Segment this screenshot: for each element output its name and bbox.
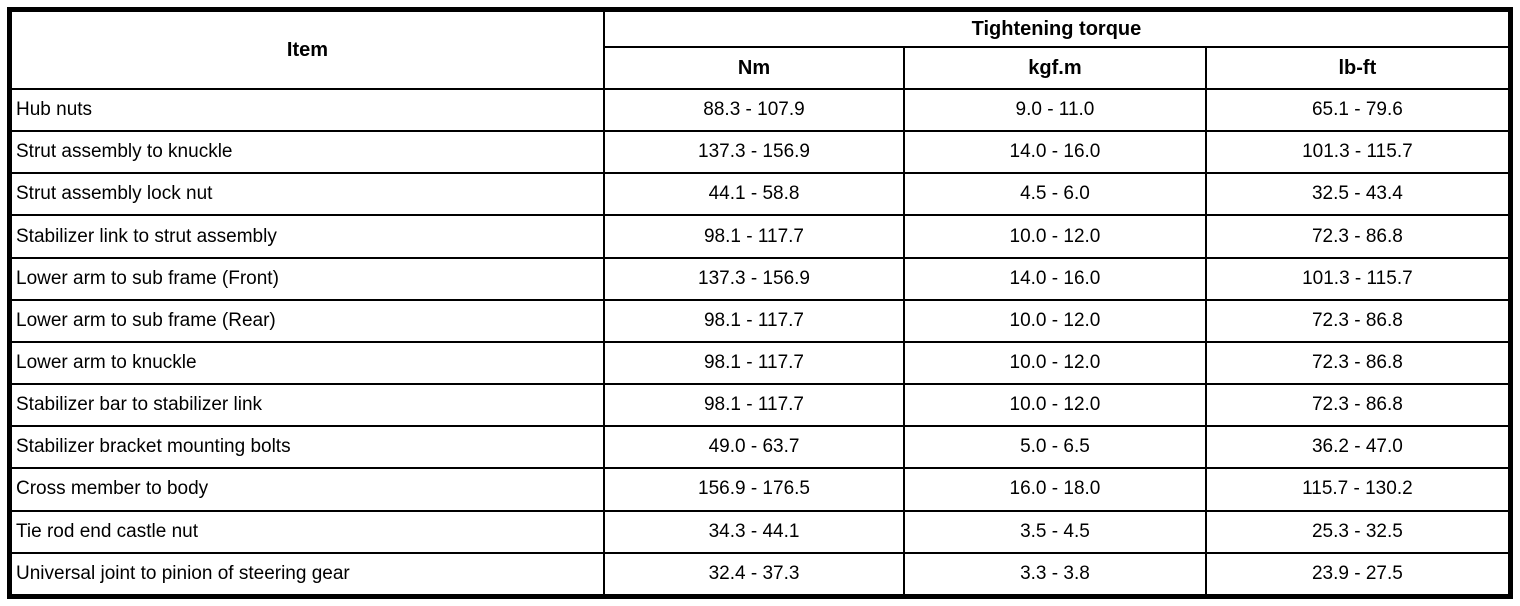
lbft-cell: 101.3 - 115.7 (1204, 256, 1512, 301)
table-row: Stabilizer bar to stabilizer link 98.1 -… (8, 383, 1512, 428)
nm-cell: 98.1 - 117.7 (602, 340, 906, 386)
nm-cell: 156.9 - 176.5 (602, 467, 906, 512)
item-cell: Strut assembly to knuckle (8, 130, 605, 175)
lbft-cell: 115.7 - 130.2 (1204, 467, 1512, 512)
header-group-row: Item Tightening torque (8, 8, 1512, 90)
column-header-item: Item (8, 8, 605, 90)
nm-cell: 32.4 - 37.3 (602, 551, 906, 598)
item-cell: Stabilizer bar to stabilizer link (8, 383, 605, 428)
item-cell: Lower arm to knuckle (8, 340, 605, 386)
kgfm-cell: 9.0 - 11.0 (903, 87, 1207, 133)
lbft-cell: 72.3 - 86.8 (1204, 340, 1512, 386)
nm-cell: 137.3 - 156.9 (602, 256, 906, 301)
table-row: Hub nuts 88.3 - 107.9 9.0 - 11.0 65.1 - … (8, 87, 1512, 133)
column-header-kgfm: kgf.m (903, 46, 1207, 90)
lbft-cell: 72.3 - 86.8 (1204, 298, 1512, 343)
table-row: Lower arm to sub frame (Front) 137.3 - 1… (8, 256, 1512, 301)
kgfm-cell: 10.0 - 12.0 (903, 214, 1207, 259)
table-row: Cross member to body 156.9 - 176.5 16.0 … (8, 467, 1512, 512)
table-row: Strut assembly lock nut 44.1 - 58.8 4.5 … (8, 172, 1512, 217)
kgfm-cell: 14.0 - 16.0 (903, 256, 1207, 301)
lbft-cell: 25.3 - 32.5 (1204, 509, 1512, 554)
kgfm-cell: 10.0 - 12.0 (903, 383, 1207, 428)
kgfm-cell: 10.0 - 12.0 (903, 340, 1207, 386)
kgfm-cell: 3.5 - 4.5 (903, 509, 1207, 554)
nm-cell: 98.1 - 117.7 (602, 298, 906, 343)
column-header-tightening-torque: Tightening torque (602, 8, 1512, 48)
nm-cell: 137.3 - 156.9 (602, 130, 906, 175)
item-cell: Universal joint to pinion of steering ge… (8, 551, 605, 598)
nm-cell: 98.1 - 117.7 (602, 383, 906, 428)
lbft-cell: 36.2 - 47.0 (1204, 425, 1512, 470)
kgfm-cell: 14.0 - 16.0 (903, 130, 1207, 175)
nm-cell: 49.0 - 63.7 (602, 425, 906, 470)
kgfm-cell: 16.0 - 18.0 (903, 467, 1207, 512)
column-header-lbft: lb-ft (1204, 46, 1512, 90)
table-row: Stabilizer bracket mounting bolts 49.0 -… (8, 425, 1512, 470)
table-row: Universal joint to pinion of steering ge… (8, 551, 1512, 598)
lbft-cell: 72.3 - 86.8 (1204, 383, 1512, 428)
lbft-cell: 23.9 - 27.5 (1204, 551, 1512, 598)
nm-cell: 88.3 - 107.9 (602, 87, 906, 133)
item-cell: Cross member to body (8, 467, 605, 512)
lbft-cell: 101.3 - 115.7 (1204, 130, 1512, 175)
item-cell: Tie rod end castle nut (8, 509, 605, 554)
kgfm-cell: 5.0 - 6.5 (903, 425, 1207, 470)
kgfm-cell: 3.3 - 3.8 (903, 551, 1207, 598)
table-row: Lower arm to sub frame (Rear) 98.1 - 117… (8, 298, 1512, 343)
item-cell: Lower arm to sub frame (Rear) (8, 298, 605, 343)
item-cell: Lower arm to sub frame (Front) (8, 256, 605, 301)
item-cell: Stabilizer bracket mounting bolts (8, 425, 605, 470)
item-cell: Hub nuts (8, 87, 605, 133)
lbft-cell: 65.1 - 79.6 (1204, 87, 1512, 133)
header-unit-row: Nm kgf.m lb-ft (10, 46, 1512, 90)
nm-cell: 98.1 - 117.7 (602, 214, 906, 259)
lbft-cell: 72.3 - 86.8 (1204, 214, 1512, 259)
table-row: Lower arm to knuckle 98.1 - 117.7 10.0 -… (8, 340, 1512, 386)
table-row: Strut assembly to knuckle 137.3 - 156.9 … (8, 130, 1512, 175)
table-row: Stabilizer link to strut assembly 98.1 -… (8, 214, 1512, 259)
column-header-nm: Nm (602, 46, 906, 90)
tightening-torque-table: Item Tightening torque Nm kgf.m lb-ft Hu… (7, 7, 1513, 599)
table-row: Tie rod end castle nut 34.3 - 44.1 3.5 -… (8, 509, 1512, 554)
lbft-cell: 32.5 - 43.4 (1204, 172, 1512, 217)
item-cell: Stabilizer link to strut assembly (8, 214, 605, 259)
item-cell: Strut assembly lock nut (8, 172, 605, 217)
kgfm-cell: 4.5 - 6.0 (903, 172, 1207, 217)
nm-cell: 34.3 - 44.1 (602, 509, 906, 554)
nm-cell: 44.1 - 58.8 (602, 172, 906, 217)
kgfm-cell: 10.0 - 12.0 (903, 298, 1207, 343)
